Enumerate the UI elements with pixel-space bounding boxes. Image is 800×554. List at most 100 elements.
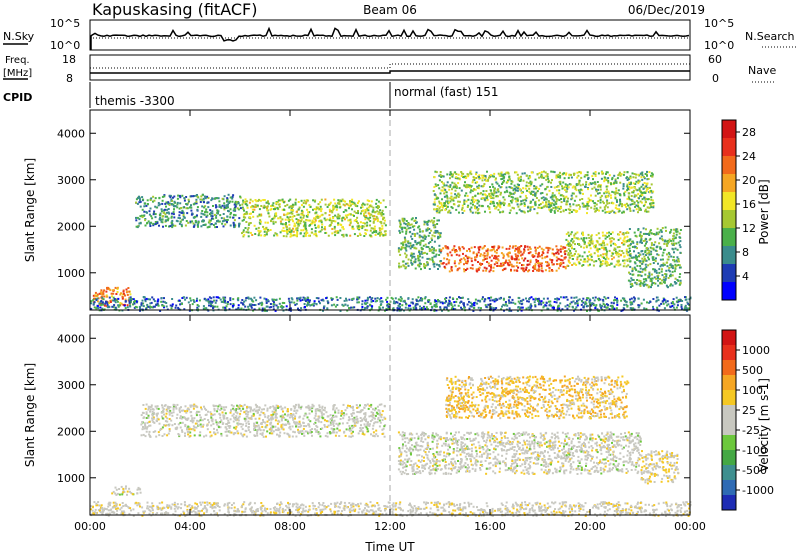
colorbar-tick-label: 25 [742, 404, 756, 417]
nsky-right-top-tick: 10^5 [704, 17, 734, 30]
echo-region [397, 431, 642, 476]
cpid-mode-2: normal (fast) 151 [394, 85, 498, 99]
power-colorbar-label: Power [dB] [757, 179, 771, 244]
colorbar-swatch [722, 345, 736, 361]
colorbar-swatch [722, 210, 736, 229]
colorbar-tick-label: 4 [742, 270, 749, 283]
velocity-echo-cells [90, 375, 692, 517]
colorbar-tick-label: 16 [742, 198, 756, 211]
colorbar-tick-label: 100 [742, 384, 763, 397]
y-tick-label: 2000 [57, 220, 85, 233]
echo-region [640, 450, 680, 485]
colorbar-swatch [722, 465, 736, 481]
echo-region [565, 231, 630, 268]
power-ylabel: Slant Range [km] [23, 158, 37, 262]
power-echo-cells [90, 170, 692, 312]
nsearch-label: N.Search [745, 30, 795, 43]
echo-region [111, 485, 142, 496]
freq-trace [90, 70, 690, 74]
freq-label: Freq. [5, 55, 30, 66]
colorbar-tick-label: -100 [742, 444, 767, 457]
nsky-left-bottom-tick: 10^0 [50, 39, 80, 52]
nsky-right-bottom-tick: 10^0 [704, 39, 734, 52]
power-panel: 1000 2000 3000 4000 Slant Range [km] [23, 109, 692, 312]
colorbar-swatch [722, 435, 736, 451]
colorbar-swatch [722, 360, 736, 376]
colorbar-frame [721, 329, 737, 511]
nsky-panel: N.Sky 10^5 10^0 10^5 10^0 N.Search [3, 17, 797, 52]
x-tick-label: 00:00 [674, 520, 706, 533]
velocity-colorbar: 1000 500 100 25 -25 -100 -500 -1000 Velocity [m… [721, 329, 774, 511]
y-tick-label: 1000 [57, 472, 85, 485]
echo-region [90, 296, 692, 312]
cpid-label: CPID [3, 91, 32, 104]
nsky-frame [89, 19, 691, 51]
colorbar-swatch [722, 375, 736, 391]
colorbar-tick-label: 8 [742, 246, 749, 259]
x-tick-label: 16:00 [474, 520, 506, 533]
echo-region [140, 403, 387, 438]
nsky-left-top-tick: 10^5 [50, 17, 80, 30]
colorbar-tick-label: -1000 [742, 484, 774, 497]
colorbar-swatch [722, 246, 736, 265]
y-tick-label: 4000 [57, 127, 85, 140]
velocity-colorbar-label: Velocity [m s-1] [757, 378, 771, 472]
echo-region [440, 245, 567, 273]
x-tick-label: 12:00 [374, 520, 406, 533]
x-tick-label: 04:00 [174, 520, 206, 533]
power-colorbar: 4 8 12 16 20 24 28 Power [dB] [721, 119, 771, 301]
colorbar-swatch [722, 282, 736, 301]
nave-trace [90, 63, 690, 69]
colorbar-tick-label: -25 [742, 424, 760, 437]
colorbar-tick-label: 12 [742, 222, 756, 235]
velocity-panel: 1000 2000 3000 4000 00:00 04:00 08:00 12:00 16:… [23, 314, 706, 554]
velocity-y-axis: 1000 2000 3000 4000 [57, 332, 690, 485]
station-title: Kapuskasing (fitACF) [92, 0, 257, 19]
date-title: 06/Dec/2019 [628, 3, 705, 17]
x-tick-label: 20:00 [574, 520, 606, 533]
velocity-x-axis: 00:00 04:00 08:00 12:00 16:00 20:00 00:00 [74, 315, 706, 533]
nsky-label: N.Sky [3, 30, 35, 43]
freq-left-bottom-tick: 8 [66, 72, 73, 85]
echo-region [135, 193, 242, 229]
y-tick-label: 2000 [57, 425, 85, 438]
echo-region [445, 375, 630, 420]
colorbar-swatch [722, 156, 736, 175]
colorbar-swatch [722, 138, 736, 157]
colorbar-swatch [722, 390, 736, 406]
echo-region [627, 226, 682, 289]
colorbar-swatch [722, 495, 736, 511]
freq-right-bottom-tick: 0 [712, 72, 719, 85]
x-tick-label: 00:00 [74, 520, 106, 533]
colorbar-frame [721, 119, 737, 301]
beam-title: Beam 06 [363, 3, 417, 17]
freq-panel: Freq. [MHz] 18 8 60 0 Nave [3, 53, 776, 85]
y-tick-label: 3000 [57, 379, 85, 392]
colorbar-swatch [722, 450, 736, 466]
colorbar-tick-label: 20 [742, 174, 756, 187]
y-tick-label: 4000 [57, 332, 85, 345]
nave-label: Nave [748, 64, 776, 77]
echo-region [241, 198, 387, 238]
colorbar-swatch [722, 405, 736, 421]
colorbar-swatch [722, 192, 736, 211]
echo-region [397, 217, 442, 271]
colorbar-swatch [722, 480, 736, 496]
nsky-trace [90, 26, 690, 50]
y-tick-label: 1000 [57, 267, 85, 280]
freq-unit-label: [MHz] [3, 68, 32, 79]
colorbar-tick-label: -500 [742, 464, 767, 477]
cpid-panel: CPID themis -3300 normal (fast) 151 [3, 82, 498, 108]
power-x-axis [89, 110, 691, 310]
power-y-axis: 1000 2000 3000 4000 [57, 127, 690, 280]
colorbar-swatch [722, 330, 736, 346]
colorbar-swatch [722, 420, 736, 436]
colorbar-tick-label: 28 [742, 126, 756, 139]
time-xlabel: Time UT [364, 540, 415, 554]
colorbar-tick-label: 1000 [742, 344, 770, 357]
echo-region [432, 170, 655, 215]
y-tick-label: 3000 [57, 174, 85, 187]
cpid-mode-1: themis -3300 [95, 94, 175, 108]
colorbar-swatch [722, 228, 736, 247]
